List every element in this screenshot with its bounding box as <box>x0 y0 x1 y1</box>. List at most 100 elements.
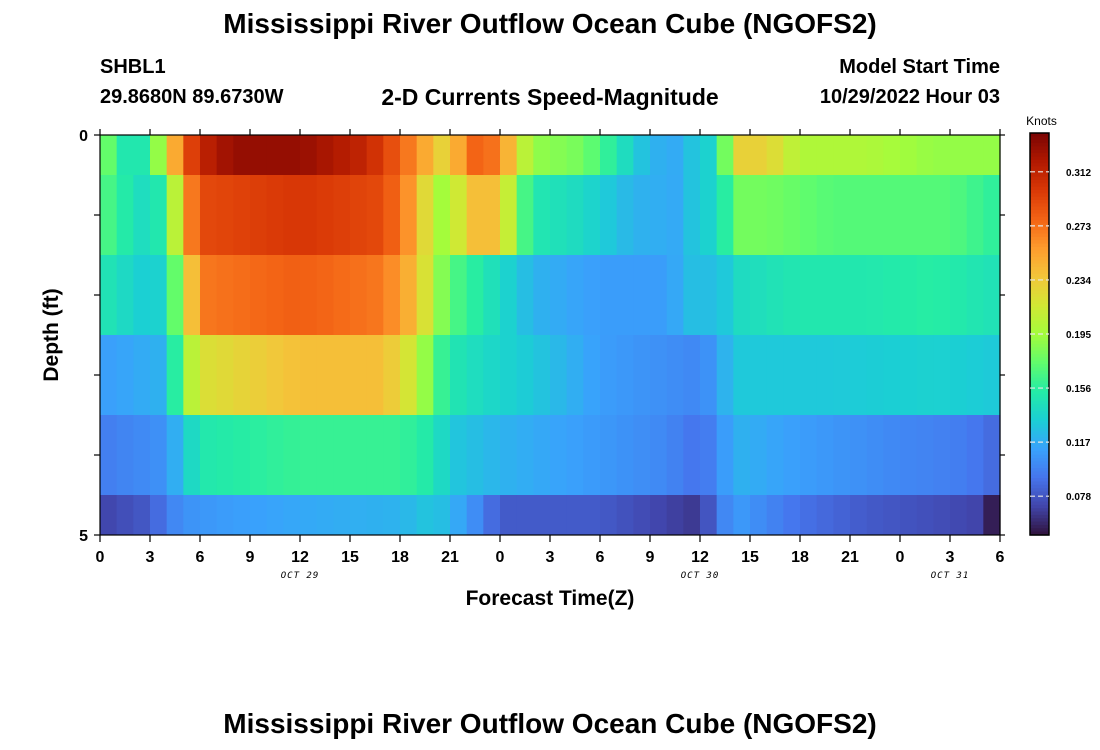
heatmap-cell-band0-h5 <box>183 135 201 175</box>
heatmap-cell-band1-h22 <box>466 175 484 255</box>
colorbar-step <box>1030 481 1049 486</box>
heatmap-cell-band1-h43 <box>816 175 834 255</box>
colorbar-step <box>1030 230 1049 235</box>
heatmap-cell-band5-h47 <box>883 495 901 535</box>
heatmap-cell-band1-h39 <box>750 175 768 255</box>
colorbar-step <box>1030 521 1049 526</box>
colorbar-step <box>1030 504 1049 509</box>
colorbar-step <box>1030 518 1049 523</box>
chart-subtitle: 2-D Currents Speed-Magnitude <box>381 84 719 110</box>
colorbar-step <box>1030 514 1049 519</box>
heatmap-cell-band3-h41 <box>783 335 801 415</box>
heatmap-cell-band2-h5 <box>183 255 201 335</box>
heatmap-cell-band2-h2 <box>133 255 151 335</box>
colorbar-step <box>1030 451 1049 456</box>
heatmap-cell-band2-h40 <box>766 255 784 335</box>
heatmap-cell-band1-h18 <box>400 175 418 255</box>
heatmap-cell-band0-h6 <box>200 135 218 175</box>
heatmap-cell-band4-h48 <box>900 415 918 495</box>
heatmap-cell-band5-h22 <box>466 495 484 535</box>
heatmap-cell-band4-h37 <box>716 415 734 495</box>
colorbar-step <box>1030 491 1049 496</box>
heatmap-cell-band2-h46 <box>866 255 884 335</box>
colorbar-step <box>1030 384 1049 389</box>
heatmap-cell-band0-h39 <box>750 135 768 175</box>
heatmap-cell-band3-h28 <box>566 335 584 415</box>
heatmap-cell-band1-h40 <box>766 175 784 255</box>
heatmap-cell-band4-h9 <box>250 415 268 495</box>
heatmap-cell-band1-h48 <box>900 175 918 255</box>
heatmap-cell-band5-h2 <box>133 495 151 535</box>
colorbar-step <box>1030 394 1049 399</box>
colorbar-step <box>1030 270 1049 275</box>
heatmap-cell-band4-h8 <box>233 415 251 495</box>
heatmap-cell-band1-h31 <box>616 175 634 255</box>
colorbar-step <box>1030 236 1049 241</box>
colorbar-step <box>1030 407 1049 412</box>
heatmap-cell-band4-h34 <box>666 415 684 495</box>
station-id: SHBL1 <box>100 56 166 78</box>
heatmap-cell-band4-h46 <box>866 415 884 495</box>
colorbar-step <box>1030 193 1049 198</box>
heatmap-cell-band5-h46 <box>866 495 884 535</box>
x-tick-label: 0 <box>96 549 105 566</box>
heatmap-cell-band4-h23 <box>483 415 501 495</box>
heatmap-cell-band0-h22 <box>466 135 484 175</box>
heatmap-cell-band5-h11 <box>283 495 301 535</box>
colorbar-step <box>1030 210 1049 214</box>
heatmap-cell-band2-h1 <box>116 255 134 335</box>
heatmap-cell-band3-h11 <box>283 335 301 415</box>
colorbar-step <box>1030 441 1049 446</box>
heatmap-cell-band3-h25 <box>516 335 534 415</box>
heatmap-cell-band3-h17 <box>383 335 401 415</box>
heatmap-cell-band4-h45 <box>850 415 868 495</box>
x-tick-label: 18 <box>391 549 409 566</box>
heatmap-cell-band1-h41 <box>783 175 801 255</box>
x-tick-label: 21 <box>441 549 459 566</box>
heatmap-cell-band5-h25 <box>516 495 534 535</box>
heatmap-cell-band3-h44 <box>833 335 851 415</box>
heatmap-cell-band4-h43 <box>816 415 834 495</box>
heatmap-cell-band2-h30 <box>600 255 618 335</box>
heatmap-cell-band1-h29 <box>583 175 601 255</box>
heatmap-cell-band0-h48 <box>900 135 918 175</box>
heatmap-cell-band5-h9 <box>250 495 268 535</box>
heatmap-cell-band4-h36 <box>700 415 718 495</box>
heatmap-cell-band3-h8 <box>233 335 251 415</box>
colorbar-step <box>1030 313 1049 318</box>
colorbar-step <box>1030 427 1049 432</box>
heatmap-cell-band1-h13 <box>316 175 334 255</box>
colorbar-step <box>1030 153 1049 158</box>
heatmap-cell-band1-h51 <box>950 175 968 255</box>
heatmap-cell-band0-h16 <box>366 135 384 175</box>
heatmap-cell-band1-h47 <box>883 175 901 255</box>
colorbar-tick-label: 0.195 <box>1066 330 1091 341</box>
heatmap-cell-band0-h38 <box>733 135 751 175</box>
colorbar-step <box>1030 374 1049 379</box>
heatmap-cell-band0-h14 <box>333 135 351 175</box>
x-tick-label: 9 <box>646 549 655 566</box>
heatmap-cell-band2-h11 <box>283 255 301 335</box>
heatmap-cell-band3-h50 <box>933 335 951 415</box>
heatmap-cell-band1-h25 <box>516 175 534 255</box>
heatmap-cell-band1-h14 <box>333 175 351 255</box>
model-start-time: 10/29/2022 Hour 03 <box>819 86 1000 108</box>
heatmap-cell-band5-h29 <box>583 495 601 535</box>
heatmap-cell-band0-h49 <box>916 135 934 175</box>
heatmap-cell-band0-h33 <box>650 135 668 175</box>
heatmap-cell-band1-h8 <box>233 175 251 255</box>
colorbar-step <box>1030 411 1049 415</box>
colorbar-step <box>1030 139 1049 144</box>
heatmap-cell-band4-h41 <box>783 415 801 495</box>
colorbar-step <box>1030 300 1049 305</box>
heatmap-cell-band0-h10 <box>266 135 284 175</box>
heatmap-cell-band4-h3 <box>150 415 168 495</box>
colorbar-step <box>1030 283 1049 288</box>
heatmap-cell-band5-h4 <box>166 495 184 535</box>
colorbar-step <box>1030 293 1049 298</box>
model-start-label: Model Start Time <box>839 56 1000 78</box>
heatmap-cell-band0-h24 <box>500 135 518 175</box>
heatmap-cell-band2-h6 <box>200 255 218 335</box>
heatmap-cell-band2-h8 <box>233 255 251 335</box>
